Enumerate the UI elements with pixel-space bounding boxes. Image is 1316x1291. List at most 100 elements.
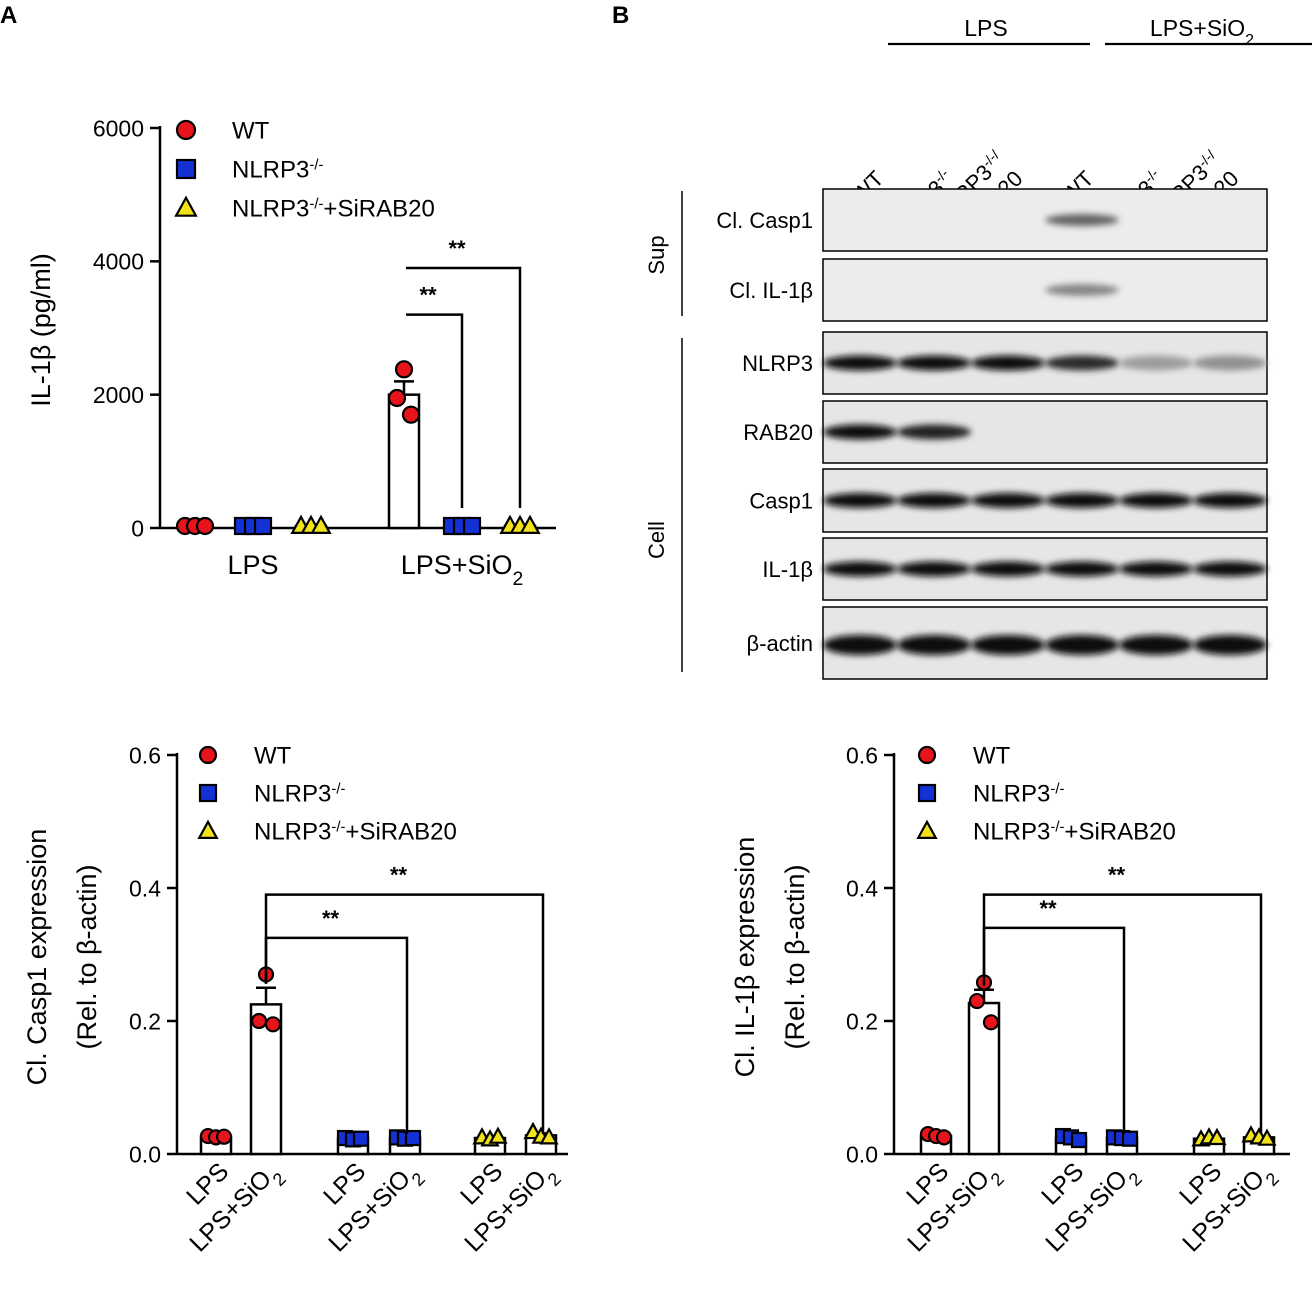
chart-a-data-point <box>394 360 414 379</box>
chart-d-category-label-sub: 2 <box>1125 1169 1146 1190</box>
significance-bracket <box>406 266 522 508</box>
chart-d-y-tick-label: 0.2 <box>846 1008 878 1034</box>
chart-d-data-point <box>935 1129 953 1146</box>
chart-a-data-point <box>401 405 421 424</box>
chart-d-category-label-sub: 2 <box>987 1169 1008 1190</box>
blot-lane-label-sup: -/- <box>931 165 952 186</box>
blot-band <box>823 493 897 508</box>
blot-band <box>1119 561 1193 577</box>
chart-a-category-label: LPS+SiO2 <box>401 550 524 590</box>
significance-label: ** <box>322 906 340 931</box>
chart-c-bar <box>249 1003 283 1156</box>
significance-bracket <box>982 893 1263 1135</box>
significance-label: ** <box>419 283 437 308</box>
chart-d-data-point <box>1207 1127 1227 1146</box>
blot-row-label: IL-1β <box>762 557 813 582</box>
legend-wt-label: WT <box>254 743 292 770</box>
blot-band <box>823 424 897 440</box>
legend-si-tail: +SiRAB20 <box>345 819 456 846</box>
blot-band <box>1193 493 1267 508</box>
blot-row <box>822 537 1268 601</box>
chart-c-ylabel2: (Rel. to β-actin) <box>72 864 102 1049</box>
significance-label: ** <box>390 863 408 888</box>
significance-bracket <box>264 936 409 1135</box>
blot-band <box>897 424 971 440</box>
significance-bracket <box>982 926 1126 1135</box>
chart-c-y-tick-label: 0.2 <box>129 1008 161 1034</box>
chart-a-category-label-sub: 2 <box>513 568 524 590</box>
blot-band <box>1193 561 1267 577</box>
chart-d-ylabel2: (Rel. to β-actin) <box>780 864 810 1049</box>
chart-d-y-tick-label: 0.6 <box>846 742 878 768</box>
blot-header-lps: LPS <box>964 15 1007 41</box>
blot-band <box>971 493 1045 508</box>
legend-wt-marker <box>917 745 937 765</box>
chart-a-data-point <box>462 516 482 536</box>
legend-ko-label: NLRP3-/- <box>232 157 323 184</box>
chart-c-data-point <box>539 1127 559 1145</box>
chart-c-category-label-sub: 2 <box>544 1169 565 1190</box>
significance-bracket <box>264 893 545 1135</box>
chart-d-data-point <box>1070 1131 1088 1149</box>
chart-d-data-point <box>1121 1130 1139 1147</box>
blot-lane-label-sup: -/-/ <box>979 147 1002 170</box>
chart-a-data-point <box>195 516 215 536</box>
legend-ko-marker <box>175 158 197 180</box>
blot-band <box>1045 284 1119 296</box>
legend-si-sup: -/- <box>331 820 345 836</box>
blot-band <box>1045 561 1119 577</box>
blot-band <box>971 561 1045 577</box>
legend-si-label: NLRP3-/-+SiRAB20 <box>973 819 1176 846</box>
blot-band <box>1119 355 1193 371</box>
legend-ko-sup: -/- <box>331 782 345 798</box>
chart-d-data-point <box>1257 1128 1277 1146</box>
blot-row <box>822 400 1268 464</box>
legend-si-marker <box>197 819 219 839</box>
blot-row-label: Cl. Casp1 <box>716 208 813 233</box>
legend-si-tail: +SiRAB20 <box>1064 819 1175 846</box>
cl-casp1-expression-chart: 0.0 0.2 0.4 0.6 Cl. Casp1 expression (Rel. to… <box>22 742 568 1263</box>
blot-band <box>823 355 897 371</box>
chart-a-y-tick-label: 0 <box>131 515 144 541</box>
legend-si-marker <box>916 819 938 839</box>
blot-group-sup: Sup <box>644 235 669 274</box>
chart-a-y-tick-label: 6000 <box>93 115 144 141</box>
blot-band <box>1045 214 1119 226</box>
legend-si-label: NLRP3-/-+SiRAB20 <box>232 196 435 223</box>
chart-d-y-tick-label: 0.4 <box>846 875 878 901</box>
chart-c-y-tick-label: 0.6 <box>129 742 161 768</box>
blot-band <box>1045 493 1119 508</box>
legend-si-label: NLRP3-/-+SiRAB20 <box>254 819 457 846</box>
chart-d-y-tick-label: 0.0 <box>846 1141 878 1167</box>
blot-band <box>1045 635 1119 655</box>
legend-ko-marker <box>917 783 937 803</box>
legend-wt-label: WT <box>973 743 1011 770</box>
blot-band <box>1193 355 1267 371</box>
blot-band <box>971 635 1045 655</box>
blot-band <box>1119 493 1193 508</box>
blot-row <box>822 188 1268 252</box>
chart-a-y-tick-label: 2000 <box>93 382 144 408</box>
chart-d-ylabel: Cl. IL-1β expression <box>730 837 760 1078</box>
legend-ko-sup: -/- <box>309 158 323 174</box>
blot-band <box>897 355 971 371</box>
blot-row-label: Cl. IL-1β <box>729 278 813 303</box>
chart-c-data-point <box>264 1016 282 1033</box>
significance-bracket <box>406 313 464 508</box>
chart-a-category-label: LPS <box>227 550 278 580</box>
blot-row <box>822 258 1268 322</box>
significance-label: ** <box>448 236 466 261</box>
chart-d-data-point <box>982 1014 1000 1031</box>
legend-ko-label: NLRP3-/- <box>973 781 1064 808</box>
blot-row-label: β-actin <box>747 631 813 656</box>
blot-row <box>822 468 1268 533</box>
western-blot-panel: LPSLPS+SiO2WTNLRP3-/-NLRP3-/-/SiRAB20WTN… <box>644 15 1312 680</box>
blot-row-label: Casp1 <box>749 489 813 514</box>
chart-c-data-point <box>215 1128 233 1145</box>
legend-ko-sup: -/- <box>1050 782 1064 798</box>
legend-ko-label: NLRP3-/- <box>254 781 345 808</box>
chart-c-ylabel: Cl. Casp1 expression <box>22 829 52 1086</box>
chart-d-category-label-sub: 2 <box>1262 1169 1283 1190</box>
blot-band <box>1045 355 1119 371</box>
